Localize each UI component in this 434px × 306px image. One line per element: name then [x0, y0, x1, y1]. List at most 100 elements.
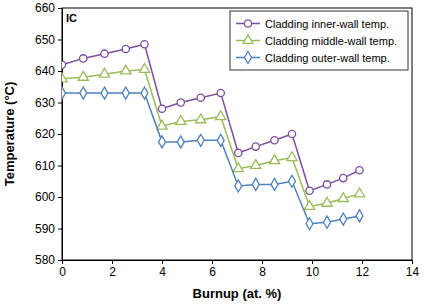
x-tick-label: 14: [406, 265, 420, 279]
legend-marker: [243, 35, 253, 44]
x-tick: 8: [259, 260, 266, 279]
series-marker: [340, 174, 347, 181]
series-marker: [176, 116, 186, 125]
y-tick-mark: [58, 71, 62, 72]
series-marker: [271, 137, 278, 144]
series-marker: [157, 120, 167, 129]
legend-label: Cladding outer-wall temp.: [265, 52, 390, 64]
series-marker: [80, 55, 87, 62]
series-line: [62, 69, 360, 206]
y-tick: 620: [35, 127, 62, 141]
y-tick-mark: [58, 134, 62, 135]
series-marker: [289, 175, 296, 187]
series-marker: [304, 201, 314, 210]
y-tick-mark: [58, 103, 62, 104]
series-marker: [324, 216, 331, 228]
x-tick-label: 0: [59, 265, 66, 279]
series-marker: [141, 41, 148, 48]
series-marker: [217, 134, 224, 146]
series-marker: [99, 68, 109, 77]
series-marker: [122, 87, 129, 99]
x-tick-label: 4: [159, 265, 166, 279]
plot-frame: [62, 8, 412, 260]
y-tick-mark: [58, 260, 62, 261]
series-marker: [158, 105, 165, 112]
x-tick-mark: [112, 260, 113, 264]
series-marker: [196, 114, 206, 123]
annotation: IC: [66, 12, 77, 24]
series-marker: [252, 178, 259, 190]
series-marker: [62, 73, 67, 82]
y-tick-label: 590: [35, 222, 55, 236]
x-tick-label: 2: [109, 265, 116, 279]
legend-box: [230, 11, 408, 70]
series-marker: [235, 149, 242, 156]
y-tick-mark: [58, 166, 62, 167]
x-axis: 0 2 4 6 8 10 12 14: [59, 260, 419, 279]
y-tick-mark: [58, 229, 62, 230]
x-tick: 14: [406, 260, 420, 279]
y-axis: 580 590 600 610 620 630 640 650 660: [35, 1, 63, 267]
series-marker: [141, 87, 148, 99]
x-tick: 12: [356, 260, 370, 279]
series-marker: [101, 50, 108, 57]
y-tick: 600: [35, 190, 62, 204]
series-marker: [323, 181, 330, 188]
series-marker: [122, 45, 129, 52]
x-tick-mark: [312, 260, 313, 264]
y-tick-label: 650: [35, 33, 55, 47]
series-marker: [356, 210, 363, 222]
y-axis-title: Temperature (°C): [2, 82, 17, 187]
x-tick-label: 6: [209, 265, 216, 279]
y-tick-label: 640: [35, 64, 55, 78]
y-tick-label: 630: [35, 96, 55, 110]
x-tick: 6: [209, 260, 216, 279]
legend: Cladding inner-wall temp.Cladding middle…: [230, 11, 408, 70]
series-marker: [177, 99, 184, 106]
y-tick: 640: [35, 64, 62, 78]
x-tick-mark: [262, 260, 263, 264]
y-tick-mark: [58, 40, 62, 41]
series-marker: [233, 163, 243, 172]
series-marker: [80, 87, 87, 99]
series-marker: [217, 89, 224, 96]
y-tick-label: 580: [35, 253, 55, 267]
legend-marker: [244, 20, 251, 27]
series-marker: [306, 218, 313, 230]
x-axis-line: [63, 261, 413, 265]
series-line: [62, 93, 360, 224]
series-marker: [340, 213, 347, 225]
y-tick: 610: [35, 159, 62, 173]
series-marker: [251, 160, 261, 169]
series-marker: [322, 197, 332, 206]
x-tick-mark: [162, 260, 163, 264]
y-tick: 630: [35, 96, 62, 110]
x-tick-label: 8: [259, 265, 266, 279]
legend-marker: [245, 51, 252, 63]
series-marker: [62, 87, 65, 99]
series-marker: [338, 193, 348, 202]
x-tick-mark: [212, 260, 213, 264]
y-tick: 660: [35, 1, 62, 15]
series-marker: [177, 136, 184, 148]
x-tick-mark: [362, 260, 363, 264]
y-tick-mark: [58, 8, 62, 9]
series-marker: [62, 61, 66, 68]
y-tick-label: 620: [35, 127, 55, 141]
y-tick-label: 610: [35, 159, 55, 173]
y-tick: 650: [35, 33, 62, 47]
y-tick-mark: [58, 197, 62, 198]
x-tick-label: 12: [356, 265, 370, 279]
x-tick: 10: [306, 260, 320, 279]
y-tick: 580: [35, 253, 62, 267]
y-tick-label: 660: [35, 1, 55, 15]
series-marker: [159, 136, 166, 148]
legend-label: Cladding inner-wall temp.: [265, 18, 389, 30]
series-marker: [306, 187, 313, 194]
x-tick-mark: [412, 260, 413, 264]
series-marker: [354, 188, 364, 197]
x-tick-label: 10: [306, 265, 320, 279]
x-tick: 2: [109, 260, 116, 279]
x-tick: 0: [59, 260, 66, 279]
y-tick: 590: [35, 222, 62, 236]
